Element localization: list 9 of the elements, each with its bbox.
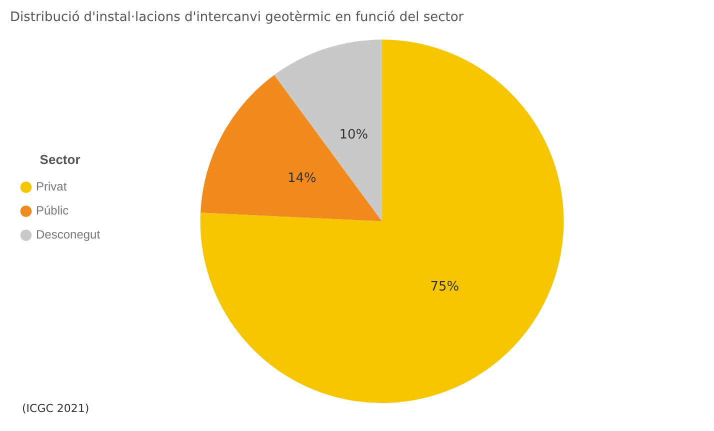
legend-label: Desconegut: [36, 228, 101, 242]
data-label: 14%: [287, 170, 316, 186]
legend-label: Públic: [36, 204, 69, 218]
data-label: 75%: [430, 279, 460, 294]
legend-title: Sector: [40, 152, 80, 167]
text: (ICGC 2021): [22, 402, 90, 415]
chart-title: Distribució d'instal·lacions d'intercanvi geotèrmic en funció del sector: [10, 10, 464, 26]
legend-label: Privat: [36, 180, 68, 194]
data-label: 10%: [339, 127, 368, 142]
